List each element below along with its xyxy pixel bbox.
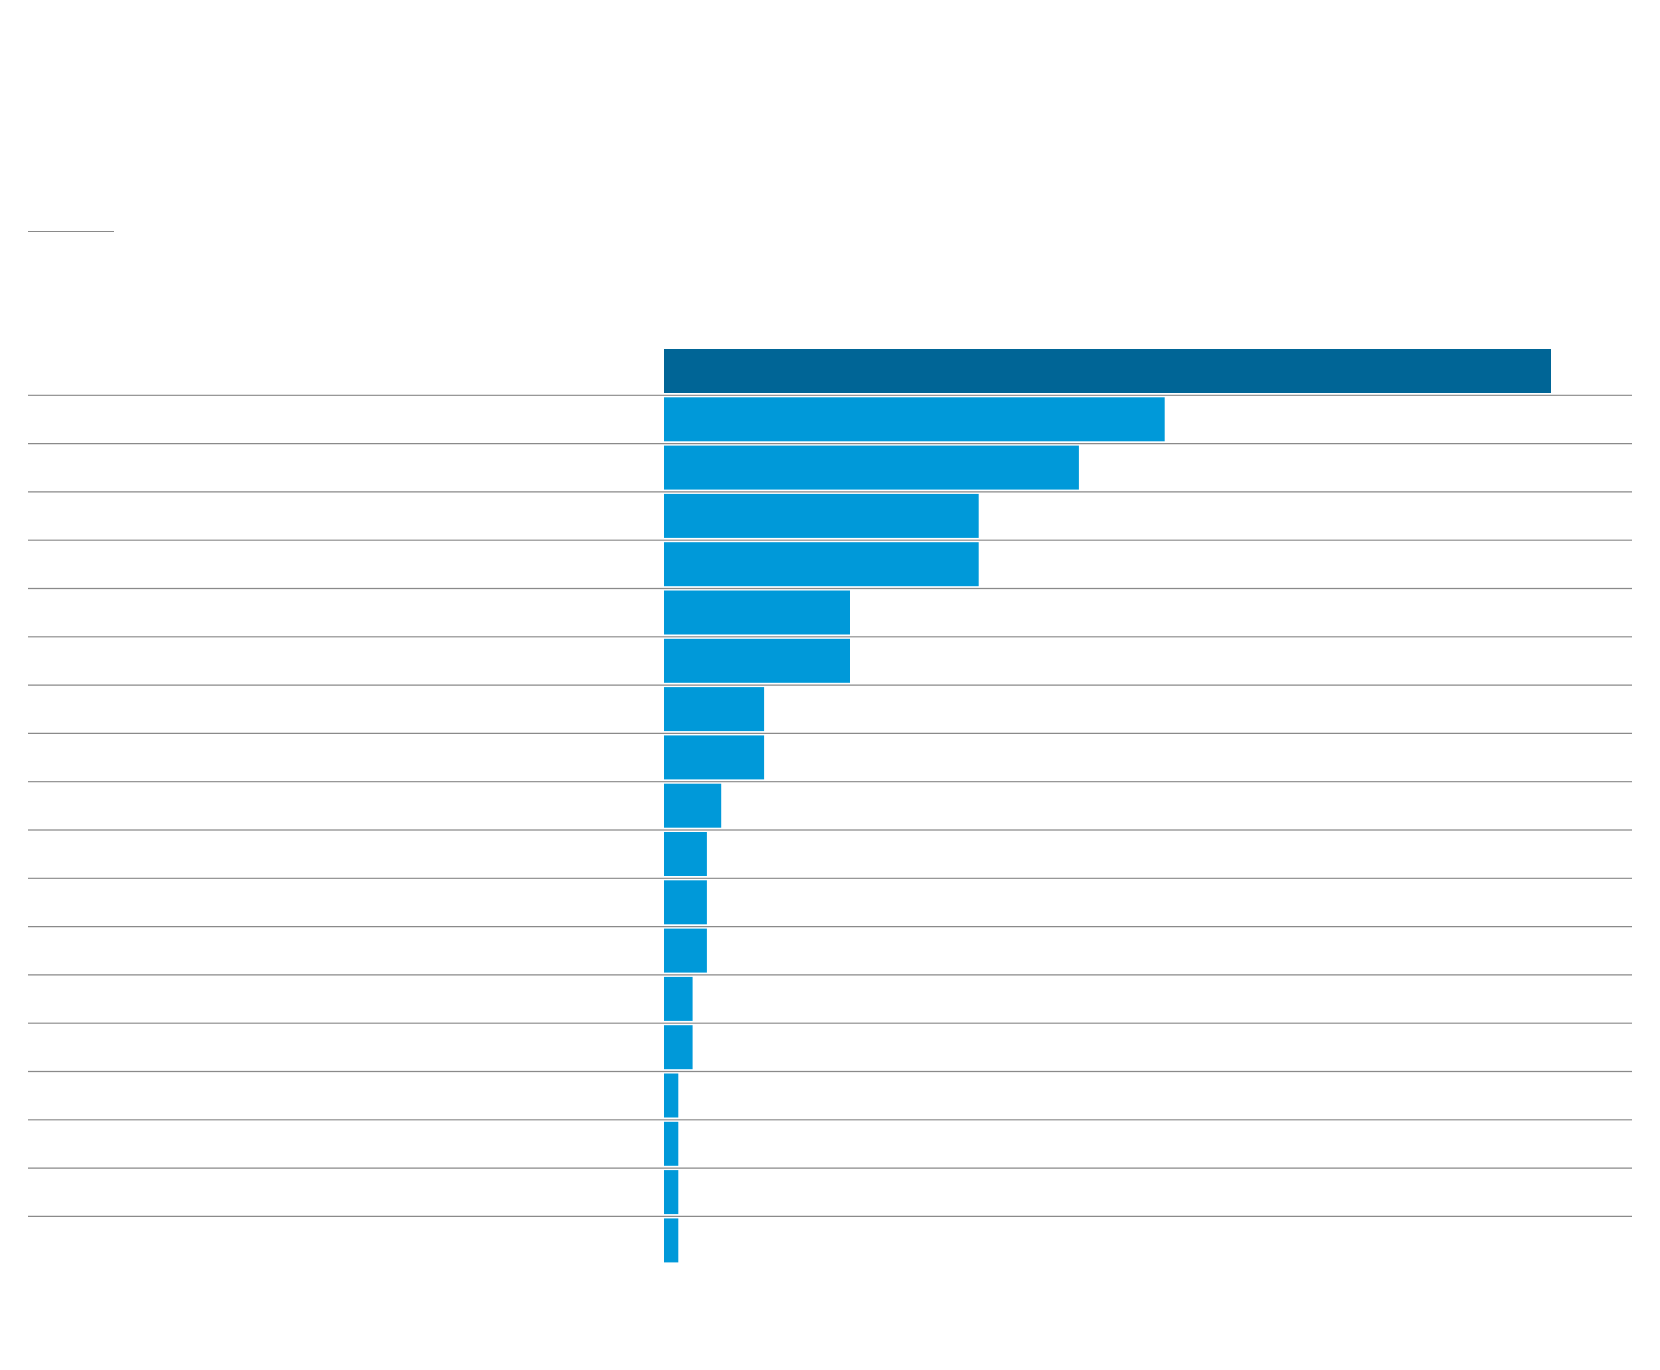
bar-8 xyxy=(664,687,765,732)
bar-12 xyxy=(664,880,707,925)
bar-4 xyxy=(664,493,979,538)
bar-3 xyxy=(664,445,1079,490)
bar-18 xyxy=(664,1170,679,1215)
bar-1 xyxy=(664,349,1551,393)
bar-10 xyxy=(664,783,722,828)
bar-14 xyxy=(664,976,693,1021)
bar-19 xyxy=(664,1218,679,1263)
bar-series xyxy=(664,349,1551,1263)
bar-16 xyxy=(664,1073,679,1118)
bar-5 xyxy=(664,542,979,587)
bar-11 xyxy=(664,832,707,876)
bar-7 xyxy=(664,638,850,683)
row-dividers xyxy=(28,394,1632,1218)
bar-13 xyxy=(664,928,707,973)
bar-6 xyxy=(664,590,850,635)
bar-2 xyxy=(664,397,1165,442)
bar-17 xyxy=(664,1121,679,1166)
bar-15 xyxy=(664,1025,693,1070)
bar-9 xyxy=(664,735,765,780)
